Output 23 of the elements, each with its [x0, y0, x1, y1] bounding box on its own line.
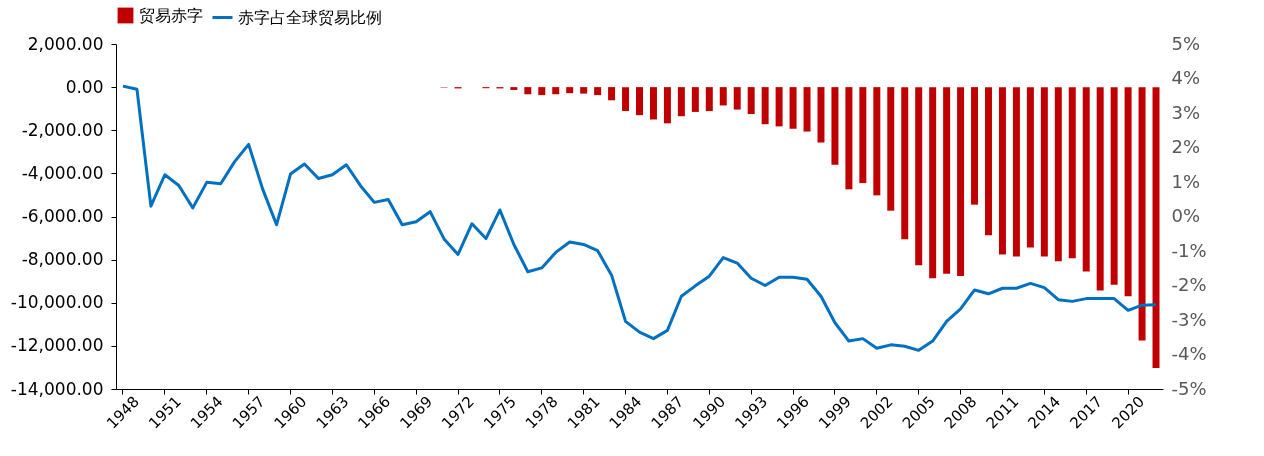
y-tick-label: 2,000.00	[27, 33, 104, 54]
y2-tick-label: 4%	[1171, 67, 1201, 88]
y-tick-label: -8,000.00	[21, 249, 104, 270]
y-tick-label: -6,000.00	[21, 206, 104, 226]
y-tick-label: -4,000.00	[21, 162, 104, 183]
y2-tick-label: -3%	[1171, 308, 1207, 330]
legend-label: 赤字占全球贸易比例	[238, 7, 382, 27]
y-tick-label: -2,000.00	[21, 119, 104, 140]
y-tick-label: -14,000.00	[10, 378, 104, 399]
y-tick-label: -10,000.00	[10, 292, 104, 313]
y2-tick-label: -4%	[1171, 343, 1207, 364]
y2-tick-label: -1%	[1171, 239, 1207, 261]
line-series	[121, 84, 1158, 352]
y-tick-label: 0.00	[65, 76, 104, 97]
y2-tick-label: -2%	[1171, 274, 1207, 295]
y2-tick-label: -5%	[1171, 377, 1207, 399]
y2-tick-label: 5%	[1171, 32, 1201, 54]
y2-tick-label: 2%	[1171, 136, 1201, 157]
y2-tick-label: 1%	[1171, 170, 1201, 192]
y2-tick-label: 3%	[1171, 101, 1201, 123]
y-tick-label: -12,000.00	[10, 335, 104, 356]
y2-tick-label: 0%	[1171, 205, 1201, 226]
legend-label: 贸易赤字	[139, 5, 203, 25]
